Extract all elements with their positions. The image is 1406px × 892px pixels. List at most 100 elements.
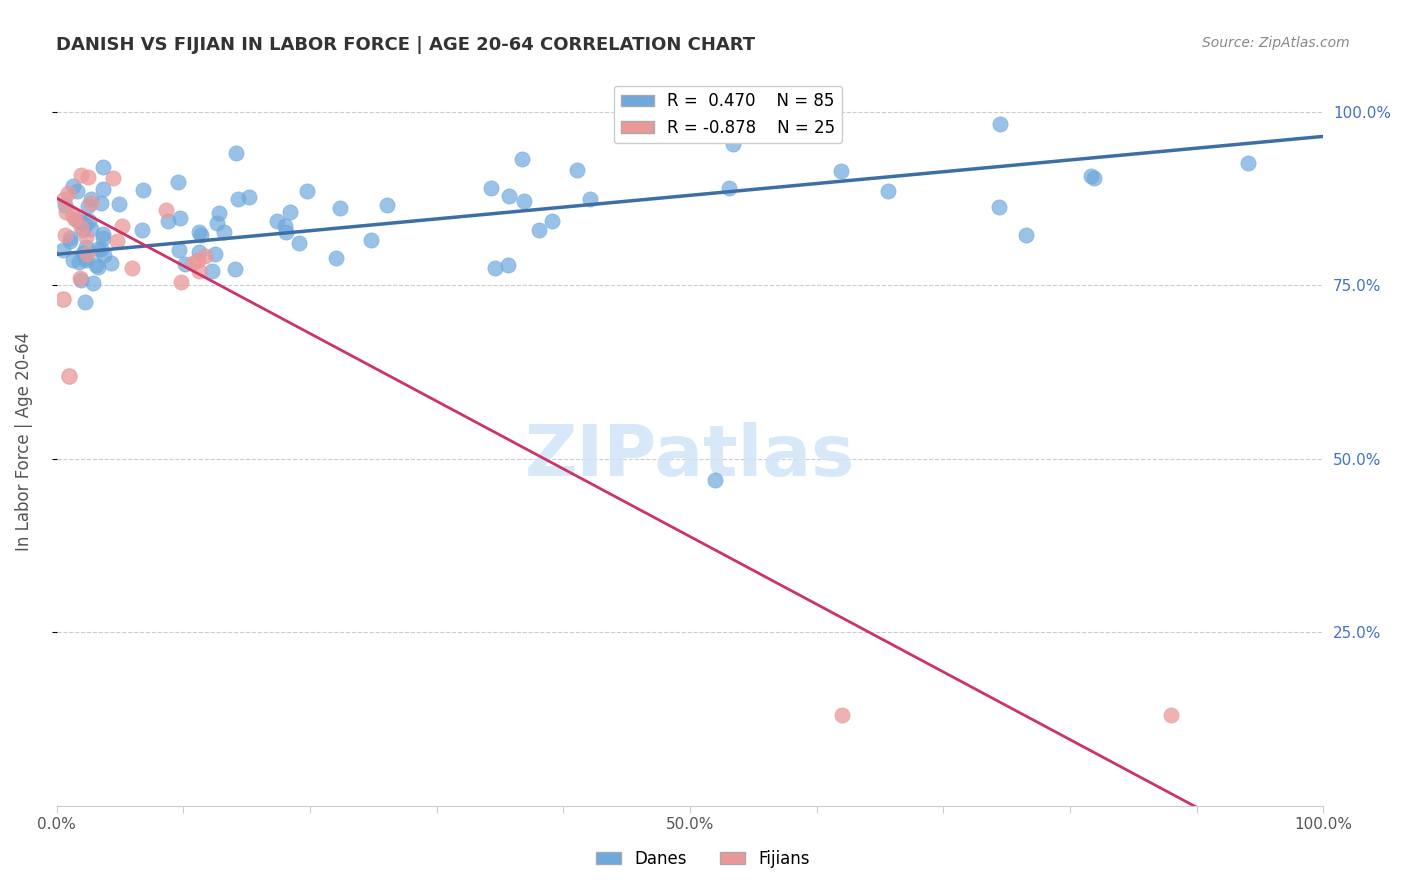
Point [105, 234, 128, 248]
Point [111, 219, 134, 234]
Text: DANISH VS FIJIAN IN LABOR FORCE | AGE 20-64 CORRELATION CHART: DANISH VS FIJIAN IN LABOR FORCE | AGE 20… [56, 36, 755, 54]
Point [70, 273, 93, 287]
Point [181, 256, 204, 270]
Point [91, 160, 114, 174]
Point [53, 227, 76, 242]
Point [498, 188, 520, 202]
Point [527, 223, 550, 237]
Point [225, 146, 247, 161]
Point [201, 264, 224, 278]
Point [295, 184, 318, 198]
Point [212, 225, 235, 239]
Point [75, 230, 97, 244]
Point [166, 175, 188, 189]
Point [52, 243, 75, 257]
Point [718, 180, 741, 194]
Point [69, 214, 91, 228]
Point [1160, 708, 1182, 723]
Point [496, 258, 519, 272]
Point [155, 202, 177, 217]
Point [169, 244, 191, 258]
Point [77, 214, 100, 228]
Point [91, 182, 114, 196]
Point [121, 261, 143, 276]
Point [107, 196, 129, 211]
Y-axis label: In Labor Force | Age 20-64: In Labor Force | Age 20-64 [15, 332, 32, 551]
Point [55, 205, 77, 219]
Point [169, 211, 191, 226]
Point [1083, 171, 1105, 186]
Point [325, 251, 347, 265]
Point [830, 164, 852, 178]
Point [62, 209, 84, 223]
Point [132, 183, 155, 197]
Point [187, 225, 209, 239]
Point [93, 227, 115, 241]
Point [579, 192, 602, 206]
Point [208, 206, 231, 220]
Point [80, 222, 103, 236]
Point [228, 192, 250, 206]
Point [512, 194, 534, 209]
Point [278, 204, 301, 219]
Point [479, 180, 502, 194]
Point [66, 184, 89, 198]
Point [876, 184, 898, 198]
Point [53, 192, 76, 206]
Point [187, 252, 209, 267]
Point [510, 153, 533, 167]
Point [58, 368, 80, 383]
Point [73, 295, 96, 310]
Point [190, 227, 212, 242]
Legend: Danes, Fijians: Danes, Fijians [589, 844, 817, 875]
Point [360, 233, 382, 247]
Point [1080, 169, 1102, 184]
Point [65, 212, 87, 227]
Point [72, 245, 94, 260]
Point [62, 179, 84, 194]
Point [75, 253, 97, 268]
Point [59, 231, 82, 245]
Point [82, 276, 104, 290]
Point [723, 137, 745, 152]
Point [76, 246, 98, 260]
Point [276, 225, 298, 239]
Point [266, 213, 288, 227]
Point [80, 192, 103, 206]
Point [204, 247, 226, 261]
Point [69, 270, 91, 285]
Point [704, 473, 727, 487]
Point [174, 257, 197, 271]
Point [205, 216, 228, 230]
Point [79, 196, 101, 211]
Point [1014, 227, 1036, 242]
Point [193, 249, 215, 263]
Point [238, 190, 260, 204]
Legend: R =  0.470    N = 85, R = -0.878    N = 25: R = 0.470 N = 85, R = -0.878 N = 25 [614, 86, 842, 144]
Point [100, 256, 122, 270]
Point [93, 247, 115, 261]
Point [70, 219, 93, 234]
Point [329, 201, 352, 215]
Point [565, 163, 588, 178]
Point [53, 198, 76, 212]
Point [188, 264, 211, 278]
Point [990, 117, 1012, 131]
Point [131, 223, 153, 237]
Point [273, 219, 295, 233]
Point [484, 260, 506, 275]
Text: Source: ZipAtlas.com: Source: ZipAtlas.com [1202, 36, 1350, 50]
Point [76, 170, 98, 185]
Point [90, 195, 112, 210]
Point [67, 254, 90, 268]
Point [72, 222, 94, 236]
Point [288, 236, 311, 251]
Point [224, 262, 246, 277]
Point [91, 231, 114, 245]
Point [73, 251, 96, 265]
Point [69, 168, 91, 182]
Point [56, 186, 79, 200]
Point [170, 276, 193, 290]
Point [1236, 156, 1258, 170]
Point [831, 708, 853, 723]
